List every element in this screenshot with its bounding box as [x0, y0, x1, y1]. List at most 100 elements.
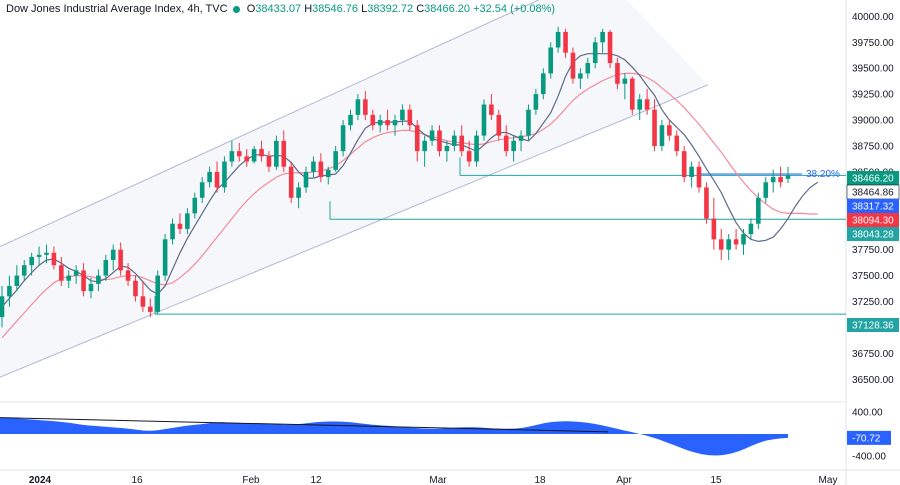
candle-body: [681, 151, 687, 178]
candle-body: [363, 99, 368, 115]
candle: [592, 37, 598, 69]
candle-body: [229, 151, 235, 162]
candle-body: [726, 239, 731, 250]
candle: [29, 252, 34, 276]
candle-body: [496, 114, 502, 136]
candle: [785, 167, 791, 184]
price-axis-tick-label: 37750.00: [852, 245, 894, 256]
candle-body: [466, 151, 472, 162]
candle-body: [474, 135, 479, 162]
candle: [400, 104, 405, 126]
candle-body: [73, 270, 79, 276]
candle: [652, 99, 657, 152]
candle: [452, 130, 457, 152]
candle: [459, 125, 465, 157]
candle-body: [192, 197, 198, 214]
candle-body: [607, 31, 613, 64]
symbol-title[interactable]: Dow Jones Industrial Average Index, 4h, …: [6, 3, 228, 15]
candle-body: [81, 270, 86, 292]
candle: [570, 47, 576, 84]
candle: [281, 130, 287, 172]
candle-body: [696, 166, 702, 188]
candle-body: [637, 99, 642, 110]
candle: [711, 197, 717, 250]
oscillator-tag-label: -70.72: [852, 433, 881, 444]
candle: [148, 298, 153, 318]
candle-body: [392, 120, 398, 126]
time-axis-tick-label: Mar: [429, 475, 447, 485]
candle: [763, 177, 769, 203]
candle-body: [140, 296, 146, 307]
candle-body: [733, 239, 739, 245]
candle: [607, 29, 613, 69]
time-axis-tick-label: May: [819, 475, 838, 485]
candle: [392, 114, 398, 136]
price-tag-bg: [847, 213, 899, 227]
time-axis[interactable]: 2024 16 Feb 12 Mar 18 Apr 15 May: [29, 475, 838, 485]
candle-body: [711, 218, 717, 240]
price-tag: 38317.32: [847, 199, 899, 213]
candle: [177, 213, 183, 235]
candle: [496, 109, 502, 141]
candle: [526, 104, 531, 141]
candle-body: [741, 234, 746, 245]
price-tag-label: 37128.36: [852, 321, 894, 332]
price-axis-tick-label: 39750.00: [852, 38, 894, 49]
high-label: H: [304, 3, 313, 15]
candle: [726, 234, 731, 261]
candle: [296, 182, 301, 209]
candle-body: [400, 109, 405, 121]
candles: [0, 26, 791, 328]
candle: [73, 265, 79, 284]
candle-body: [578, 73, 583, 79]
candle-body: [51, 252, 57, 266]
price-tag: 38466.20: [847, 171, 899, 185]
candle: [622, 73, 628, 100]
candle-body: [236, 151, 242, 157]
candle-body: [718, 239, 724, 250]
trend-channel-upper[interactable]: [0, 0, 600, 248]
candle: [118, 242, 123, 276]
candle: [748, 218, 754, 240]
candle: [422, 135, 427, 167]
candle-body: [103, 260, 109, 276]
fib-level-label: 38.20%: [806, 169, 840, 180]
candle-body: [259, 149, 264, 157]
candle: [555, 26, 561, 53]
trend-channel-fill: [0, 0, 708, 377]
candle-body: [59, 265, 64, 281]
candle-body: [592, 42, 598, 64]
candle: [229, 140, 235, 167]
candle: [348, 109, 353, 131]
candle-body: [266, 156, 272, 167]
candle-body: [348, 114, 353, 126]
candle-body: [600, 31, 605, 43]
candle: [236, 142, 242, 162]
price-tag: 37128.36: [847, 318, 899, 332]
candle: [637, 94, 642, 121]
candle-body: [333, 151, 338, 170]
time-axis-tick-label: 16: [131, 475, 143, 485]
candle-body: [437, 130, 442, 152]
candle: [585, 57, 591, 79]
oscillator-axis-tick-label: 400.00: [852, 408, 883, 419]
candle-body: [511, 140, 516, 152]
candle-body: [481, 104, 487, 136]
candle-body: [251, 149, 257, 162]
candle-body: [355, 99, 361, 115]
price-axis-tick-label: 39250.00: [852, 90, 894, 101]
oscillator-trend-line: [0, 417, 609, 433]
candle: [696, 161, 702, 193]
oscillator-area: [0, 417, 788, 456]
candle-body: [311, 161, 316, 172]
price-axis-tick-label: 37250.00: [852, 297, 894, 308]
trend-channel-lower[interactable]: [0, 84, 709, 378]
candle-body: [7, 285, 12, 297]
candle: [466, 140, 472, 167]
candle-body: [385, 120, 390, 126]
candle-body: [667, 125, 672, 136]
candle-body: [533, 94, 539, 110]
candle-body: [452, 135, 457, 146]
